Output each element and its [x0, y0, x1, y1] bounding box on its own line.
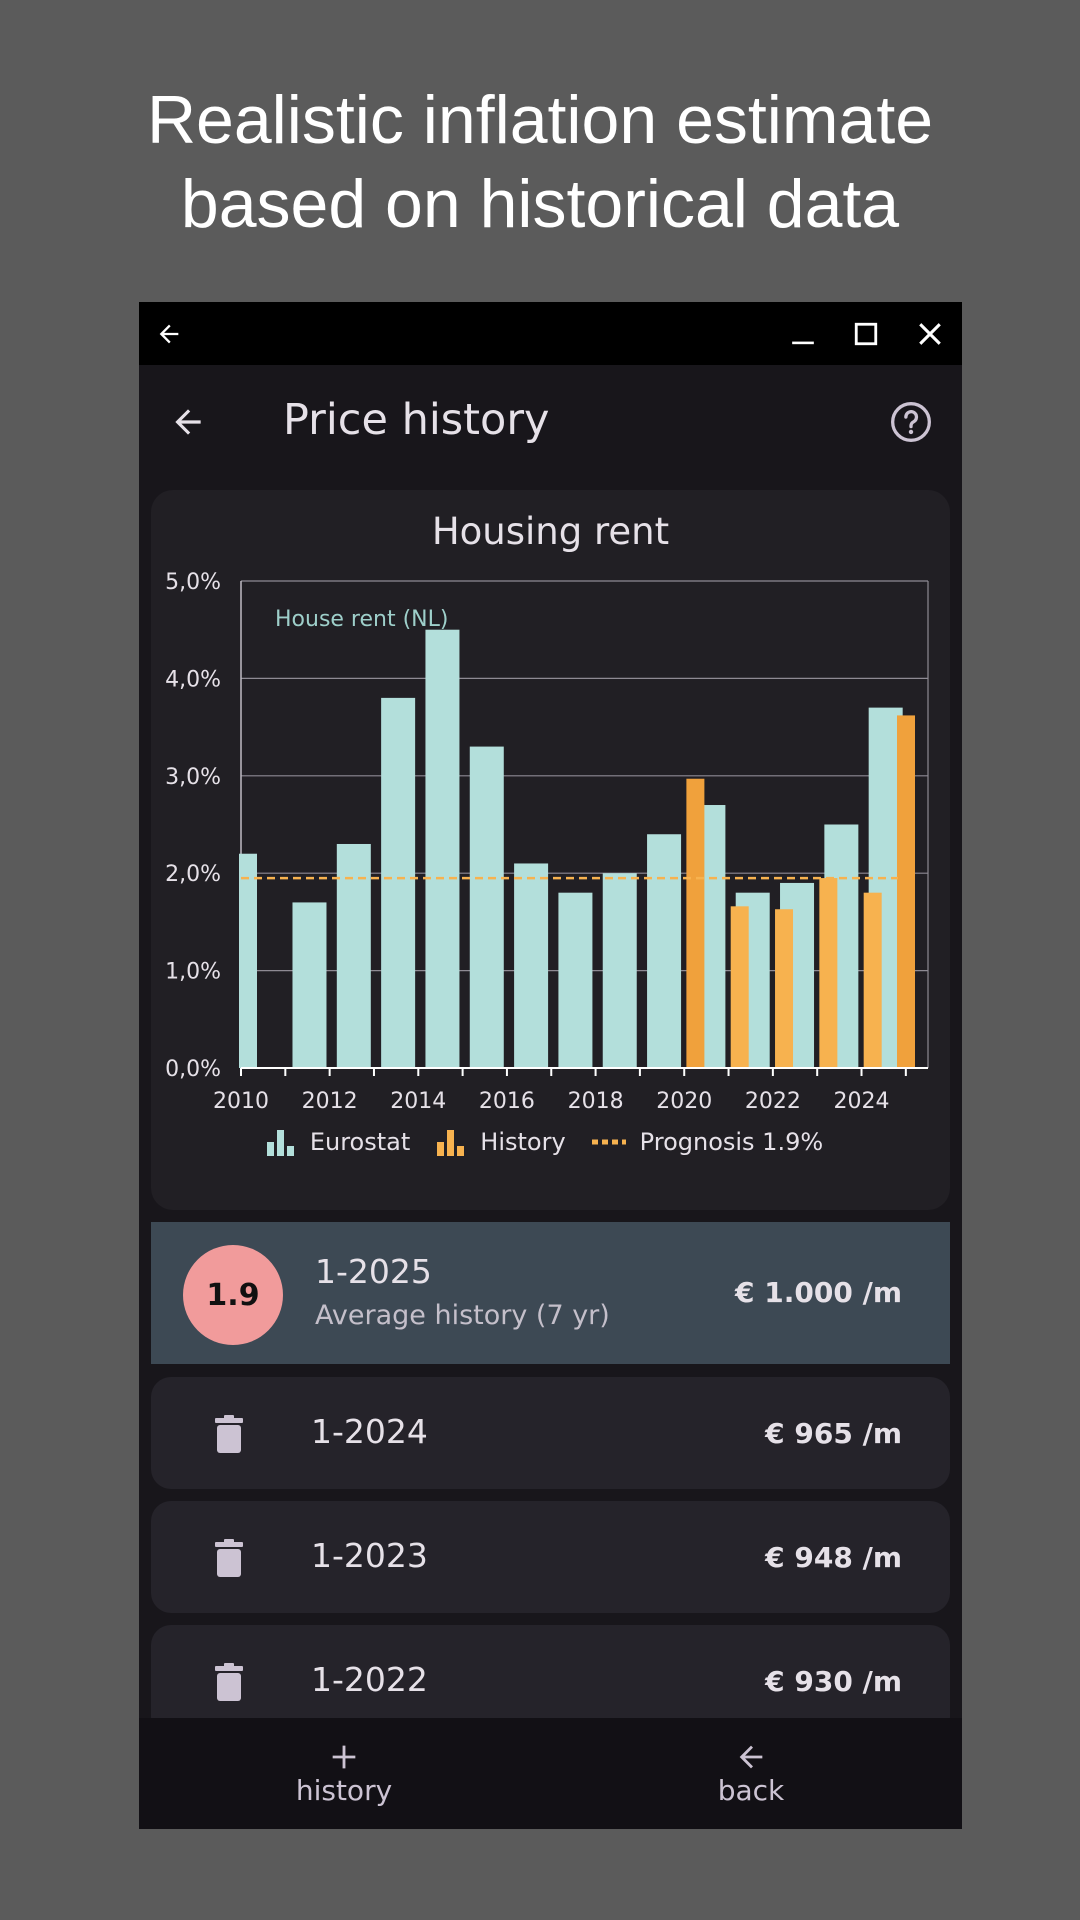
page-title: Price history [283, 395, 550, 445]
appbar-back-button[interactable] [153, 387, 223, 457]
chart-card: Housing rent 0,0% 1,0% 2,0% 3,0% 4,0% 5,0% Hou… [151, 490, 950, 1210]
trash-icon[interactable] [213, 1415, 245, 1453]
window-back-button[interactable] [139, 302, 199, 365]
chart-annotation: House rent (NL) [275, 607, 448, 632]
entry-date: 1-2025 [315, 1252, 432, 1291]
bar-chart-icon [266, 1130, 294, 1156]
y-tick-label: 5,0% [165, 570, 221, 595]
bar-history [897, 715, 915, 1068]
app-bar: Price history [139, 365, 962, 479]
x-tick-label: 2010 [213, 1089, 269, 1114]
window-close-button[interactable] [900, 302, 960, 365]
arrow-left-icon [159, 324, 179, 343]
arrow-left-icon [175, 409, 201, 435]
legend-prognosis[interactable]: Prognosis 1.9% [591, 1128, 824, 1156]
entry-row-current[interactable]: 1.9 1-2025 Average history (7 yr) € 1.00… [151, 1222, 950, 1364]
bar-eurostat [647, 834, 682, 1068]
bar-history [730, 906, 749, 1068]
back-label: back [717, 1774, 785, 1807]
legend-eurostat[interactable]: Eurostat [266, 1128, 410, 1156]
promo-headline: Realistic inflation estimate based on hi… [0, 78, 1080, 246]
bar-eurostat [425, 629, 460, 1068]
trash-icon[interactable] [213, 1663, 245, 1701]
window-maximize-button[interactable] [836, 302, 896, 365]
y-tick-label: 3,0% [165, 765, 221, 790]
maximize-icon [854, 322, 878, 345]
add-history-label: history [295, 1774, 393, 1807]
entry-date: 1-2024 [311, 1412, 428, 1451]
entry-amount: € 930 /m [765, 1665, 902, 1698]
bottom-action-bar: history back [139, 1718, 962, 1829]
legend-label: History [480, 1128, 566, 1156]
window-titlebar [139, 302, 962, 365]
bar-eurostat [514, 863, 549, 1068]
app-window: Price history Housing rent 0,0% 1,0% 2,0% 3… [139, 302, 962, 1829]
bar-eurostat [469, 746, 504, 1068]
promo-line-2: based on historical data [180, 166, 900, 242]
window-minimize-button[interactable] [773, 302, 833, 365]
bar-history [863, 892, 882, 1068]
bar-eurostat [381, 697, 416, 1068]
price-history-chart: 0,0% 1,0% 2,0% 3,0% 4,0% 5,0% House rent (NL) 2… [165, 570, 929, 1114]
bar-history [775, 909, 794, 1068]
chart-title: Housing rent [431, 510, 670, 553]
x-tick-label: 2022 [745, 1089, 801, 1114]
promo-line-1: Realistic inflation estimate [146, 82, 934, 158]
bar-history [686, 778, 705, 1068]
bar-eurostat [558, 892, 593, 1068]
entry-date: 1-2023 [311, 1536, 428, 1575]
add-history-button[interactable]: history [194, 1718, 494, 1829]
y-tick-label: 1,0% [165, 960, 221, 985]
bar-chart-icon [437, 1130, 465, 1156]
entry-date: 1-2022 [311, 1660, 428, 1699]
minimize-icon [792, 341, 814, 344]
bar-eurostat [239, 853, 257, 1068]
arrow-left-icon [739, 1745, 763, 1769]
close-icon [919, 322, 941, 345]
y-tick-label: 0,0% [165, 1057, 221, 1082]
entry-subtitle: Average history (7 yr) [315, 1300, 610, 1331]
entry-amount: € 1.000 /m [735, 1276, 902, 1309]
inflation-badge: 1.9 [183, 1245, 283, 1345]
bar-eurostat [336, 843, 371, 1068]
entry-amount: € 948 /m [765, 1541, 902, 1574]
trash-icon[interactable] [213, 1539, 245, 1577]
x-tick-label: 2018 [568, 1089, 624, 1114]
y-tick-label: 2,0% [165, 862, 221, 887]
x-tick-label: 2012 [302, 1089, 358, 1114]
back-button[interactable]: back [601, 1718, 901, 1829]
dashed-line-icon [591, 1139, 626, 1145]
x-tick-label: 2020 [656, 1089, 712, 1114]
x-tick-label: 2014 [390, 1089, 446, 1114]
entry-row[interactable]: 1-2023 € 948 /m [151, 1501, 950, 1613]
legend-label: Prognosis 1.9% [639, 1128, 824, 1156]
entry-row[interactable]: 1-2024 € 965 /m [151, 1377, 950, 1489]
x-tick-label: 2024 [834, 1089, 890, 1114]
bar-eurostat [602, 873, 637, 1068]
legend-history[interactable]: History [436, 1128, 566, 1156]
plus-icon [332, 1745, 356, 1769]
entry-amount: € 965 /m [765, 1417, 902, 1450]
help-button[interactable] [876, 387, 946, 457]
legend-label: Eurostat [309, 1128, 411, 1156]
bar-eurostat [292, 902, 327, 1068]
y-tick-label: 4,0% [165, 667, 221, 692]
chart-legend: Eurostat History Prognosis 1.9% [151, 1128, 950, 1156]
bar-history [819, 878, 838, 1068]
help-circle-icon [891, 402, 931, 442]
x-tick-label: 2016 [479, 1089, 535, 1114]
